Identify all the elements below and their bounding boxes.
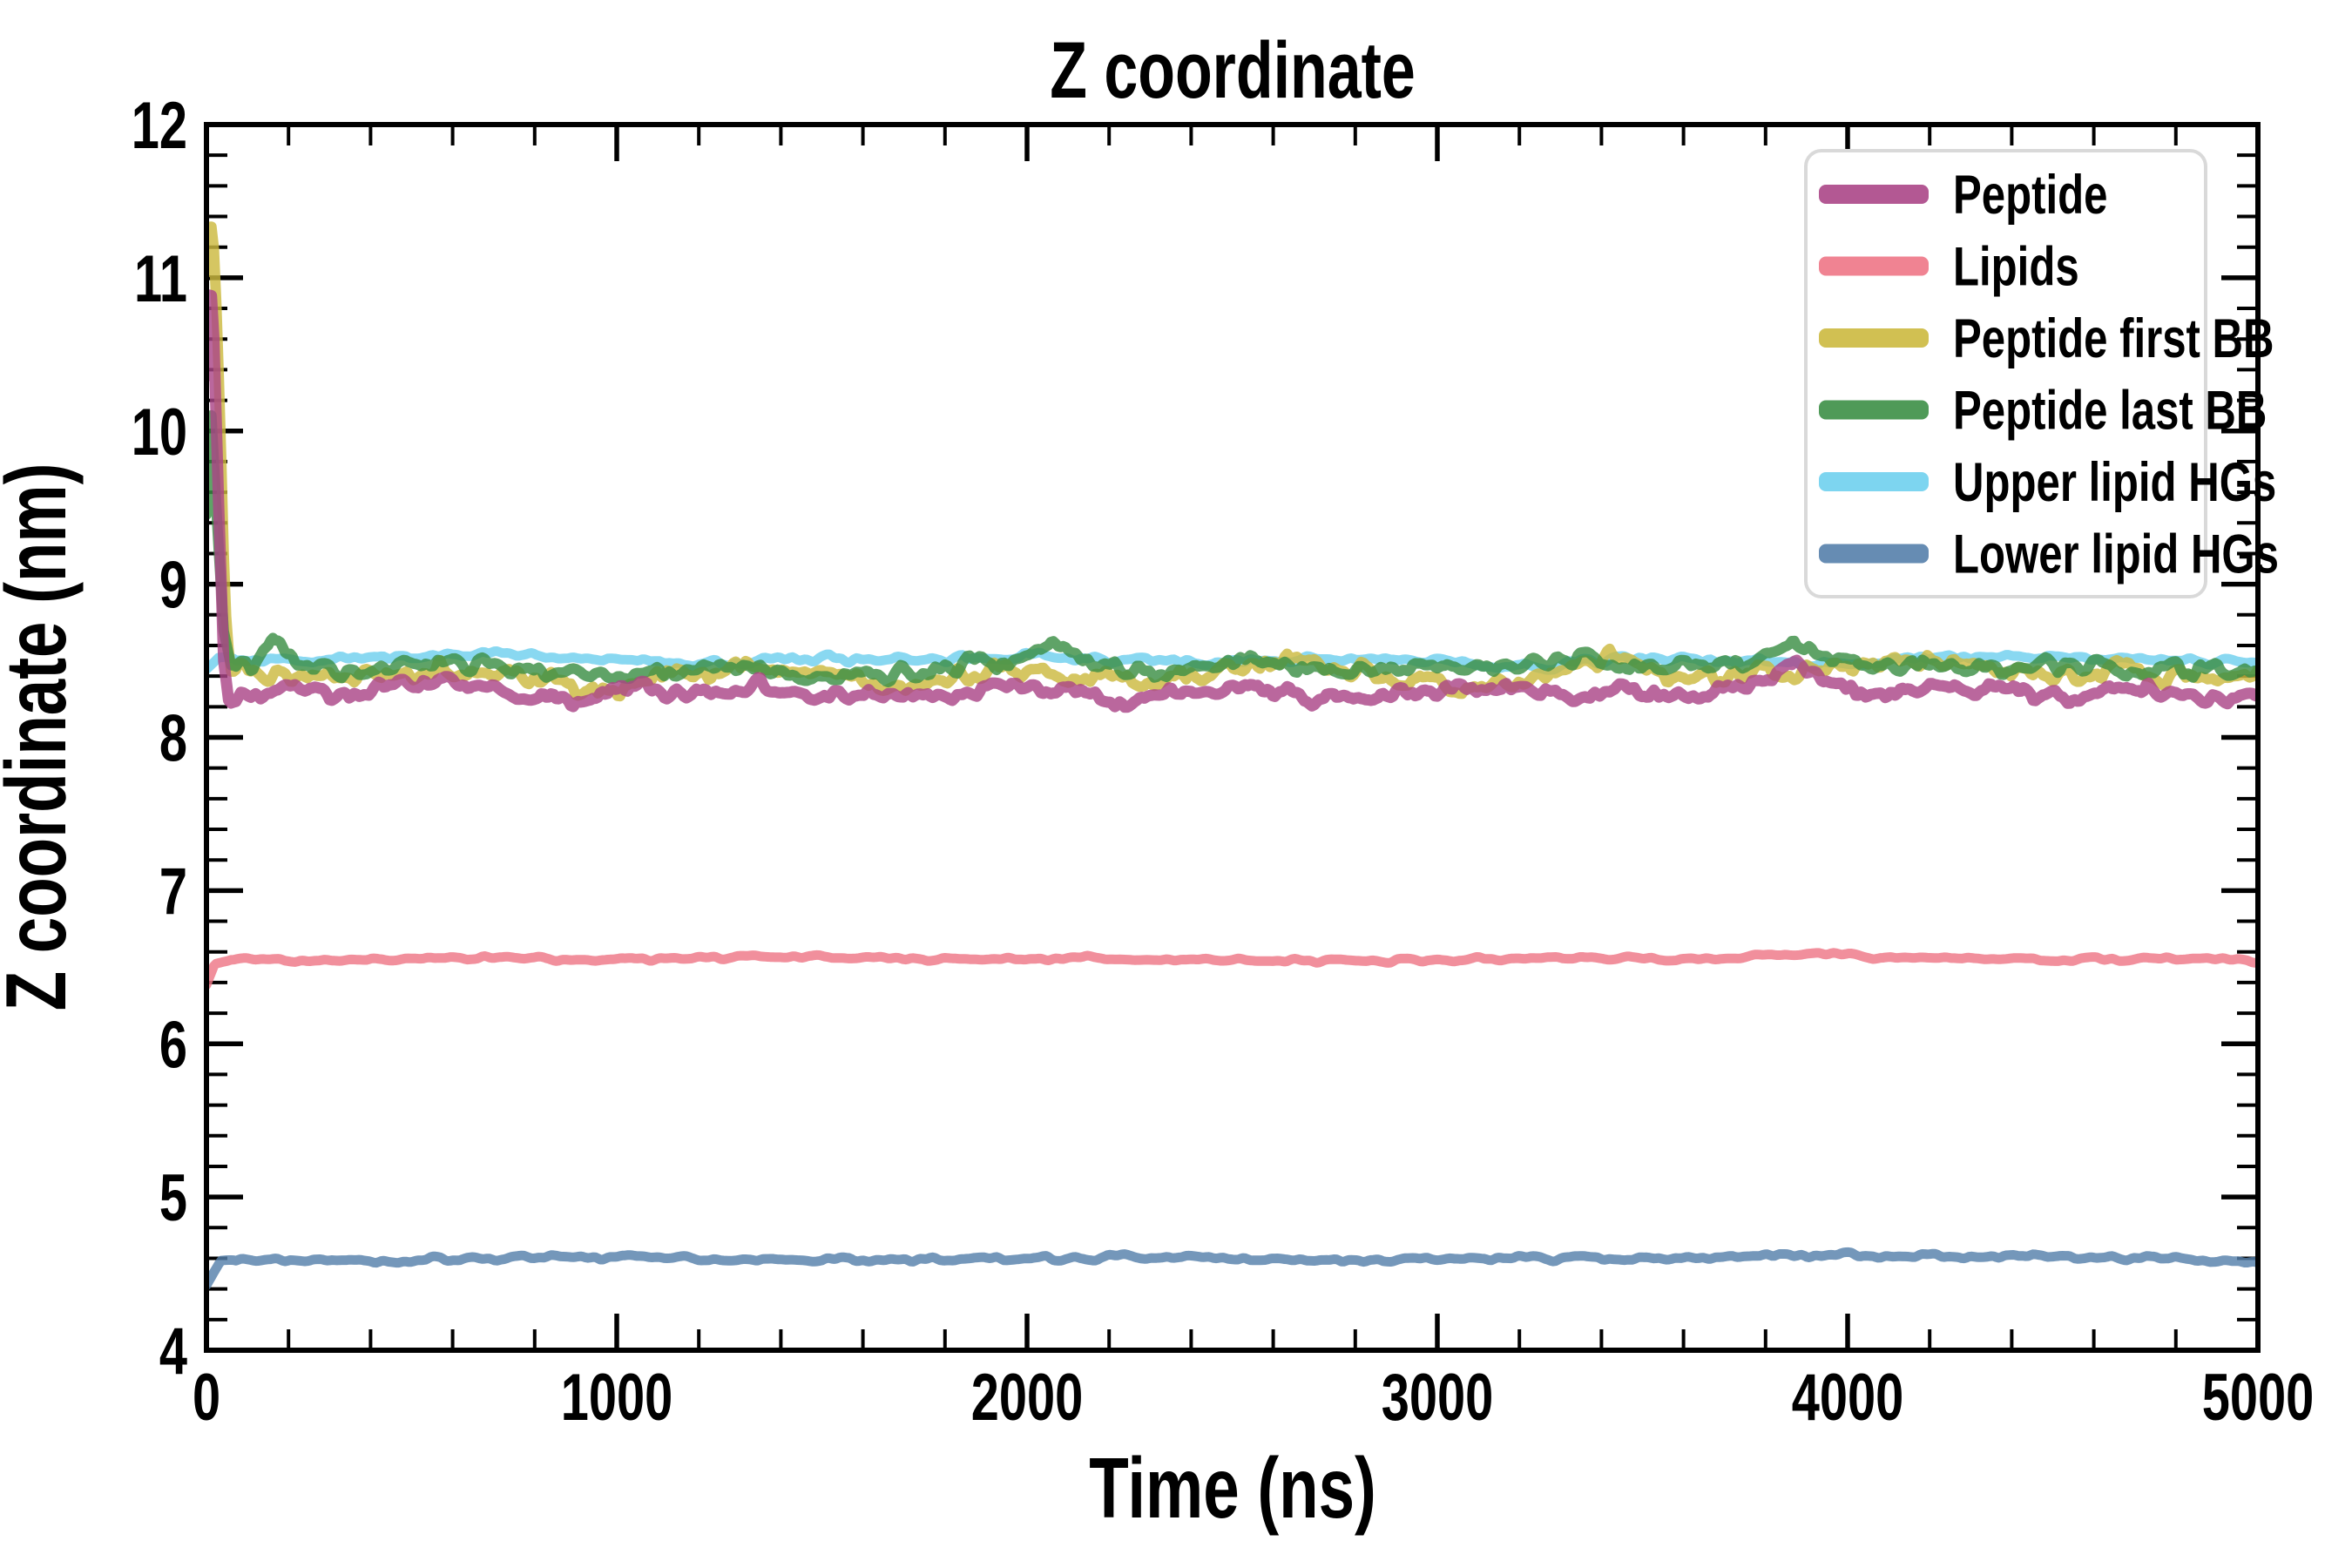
series-line-lipids	[206, 948, 2258, 990]
legend-label-upper-lipid-hgs: Upper lipid HGs	[1953, 451, 2276, 512]
series-line-lower-lipid-hgs	[206, 1247, 2258, 1291]
x-tick-label-0: 0	[193, 1361, 220, 1434]
x-tick-label-4000: 4000	[1792, 1361, 1903, 1434]
y-tick-label-9: 9	[159, 549, 187, 622]
x-tick-label-2000: 2000	[971, 1361, 1083, 1434]
y-tick-label-5: 5	[159, 1162, 187, 1235]
plot-border	[204, 122, 2261, 1353]
plot-spines	[204, 122, 2261, 1353]
y-axis-label: Z coordinate (nm)	[0, 463, 84, 1011]
x-tick-label-1000: 1000	[561, 1361, 672, 1434]
y-tick-label-8: 8	[159, 702, 187, 775]
series-line-peptide-last-bb	[206, 409, 2258, 687]
y-tick-label-10: 10	[132, 395, 187, 469]
legend-swatch-upper-lipid-hgs	[1819, 472, 1929, 491]
series-line-peptide	[206, 289, 2258, 713]
y-tick-label-11: 11	[134, 242, 187, 315]
legend-swatch-lipids	[1819, 256, 1929, 276]
legend-swatch-lower-lipid-hgs	[1819, 544, 1929, 564]
legend-swatch-peptide-last-bb	[1819, 400, 1929, 420]
axes: 0 1000 2000 3000 4000 5000 4 5 6 7 8 9 10 11 12	[132, 89, 2314, 1434]
x-axis-label: Time (ns)	[1089, 1441, 1376, 1536]
legend-label-lipids: Lipids	[1953, 236, 2079, 297]
legend-label-peptide-last-bb: Peptide last BB	[1953, 380, 2267, 441]
legend-swatch-peptide-first-bb	[1819, 328, 1929, 348]
y-tick-label-6: 6	[159, 1009, 187, 1082]
series-lines	[206, 221, 2258, 1291]
legend-label-peptide: Peptide	[1953, 164, 2107, 225]
chart-title: Z coordinate	[1050, 26, 1415, 115]
legend-label-lower-lipid-hgs: Lower lipid HGs	[1953, 524, 2279, 585]
y-tick-label-7: 7	[159, 855, 187, 929]
legend-label-peptide-first-bb: Peptide first BB	[1953, 308, 2274, 368]
x-tick-label-5000: 5000	[2202, 1361, 2314, 1434]
y-tick-label-4: 4	[159, 1315, 188, 1388]
x-tick-label-3000: 3000	[1382, 1361, 1493, 1434]
legend-swatch-peptide	[1819, 185, 1929, 204]
y-tick-label-12: 12	[132, 89, 187, 162]
legend: Peptide Lipids Peptide first BB Peptide las…	[1804, 149, 2279, 598]
